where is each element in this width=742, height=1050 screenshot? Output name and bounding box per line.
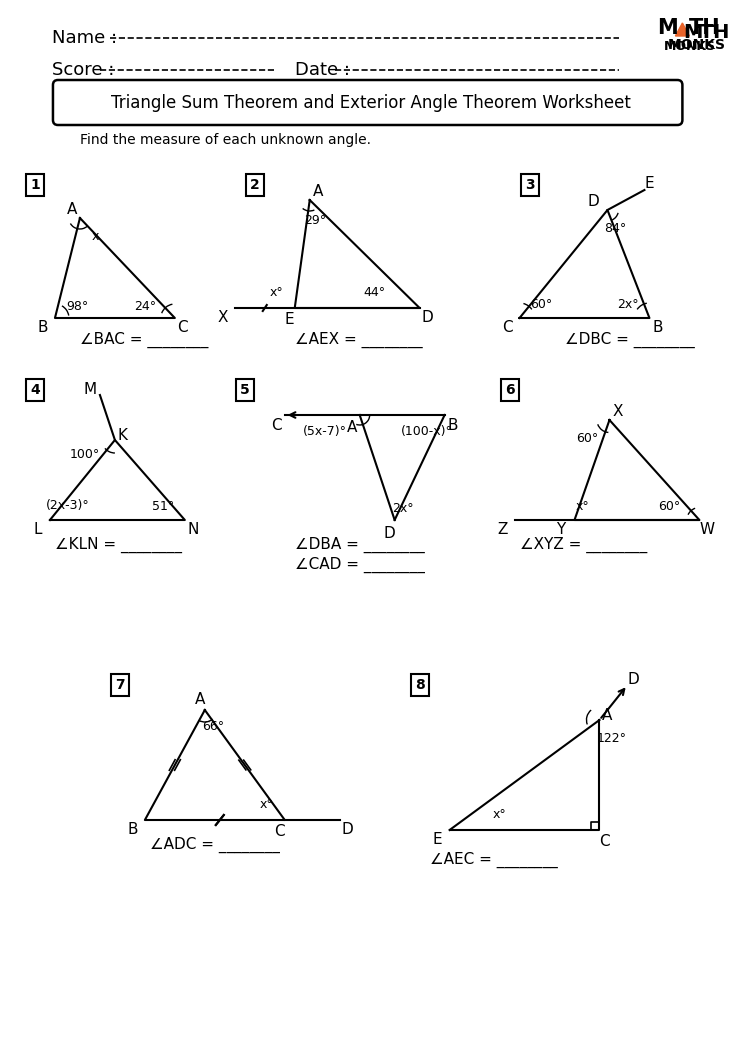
Text: C: C bbox=[272, 418, 282, 433]
Text: 100°: 100° bbox=[70, 447, 100, 461]
Text: 60°: 60° bbox=[658, 500, 680, 512]
Text: x: x bbox=[91, 230, 99, 243]
Text: Date :: Date : bbox=[295, 61, 349, 79]
Text: B: B bbox=[447, 418, 458, 433]
Text: B: B bbox=[652, 320, 663, 336]
Text: D: D bbox=[628, 672, 640, 688]
Text: X: X bbox=[612, 404, 623, 420]
Text: ∠CAD = ________: ∠CAD = ________ bbox=[295, 556, 424, 573]
Text: Score :: Score : bbox=[52, 61, 114, 79]
Text: Y: Y bbox=[556, 523, 565, 538]
Text: M: M bbox=[683, 23, 703, 42]
Text: M: M bbox=[657, 18, 678, 38]
Text: 1: 1 bbox=[30, 178, 40, 192]
Text: N: N bbox=[187, 523, 199, 538]
Text: ∠AEC = ________: ∠AEC = ________ bbox=[430, 852, 557, 868]
Text: Find the measure of each unknown angle.: Find the measure of each unknown angle. bbox=[80, 133, 371, 147]
Text: 4: 4 bbox=[30, 383, 40, 397]
Text: ∠DBA = ________: ∠DBA = ________ bbox=[295, 537, 424, 553]
Text: ∠BAC = ________: ∠BAC = ________ bbox=[80, 332, 209, 349]
Text: A: A bbox=[67, 203, 77, 217]
Text: 51°: 51° bbox=[151, 500, 174, 512]
Text: 29°: 29° bbox=[303, 213, 326, 227]
Text: D: D bbox=[421, 311, 433, 326]
Text: ∠ADC = ________: ∠ADC = ________ bbox=[150, 837, 280, 853]
Text: 66°: 66° bbox=[202, 719, 224, 733]
Text: 60°: 60° bbox=[577, 432, 599, 444]
Text: 122°: 122° bbox=[597, 732, 626, 744]
Text: 8: 8 bbox=[415, 678, 424, 692]
Polygon shape bbox=[684, 22, 704, 38]
Text: TH: TH bbox=[693, 23, 730, 42]
Text: W: W bbox=[700, 523, 715, 538]
Text: 44°: 44° bbox=[364, 287, 386, 299]
Text: A: A bbox=[347, 420, 357, 435]
Text: 2x°: 2x° bbox=[392, 502, 413, 514]
Text: MONKS: MONKS bbox=[667, 38, 726, 52]
Text: x°: x° bbox=[260, 798, 274, 811]
Text: x°: x° bbox=[493, 807, 507, 820]
Text: D: D bbox=[384, 526, 395, 542]
Text: E: E bbox=[285, 313, 295, 328]
FancyBboxPatch shape bbox=[646, 1, 732, 60]
Text: (5x-7)°: (5x-7)° bbox=[303, 424, 347, 438]
Text: ∠KLN = ________: ∠KLN = ________ bbox=[55, 537, 182, 553]
Text: A: A bbox=[603, 708, 613, 722]
Text: Triangle Sum Theorem and Exterior Angle Theorem Worksheet: Triangle Sum Theorem and Exterior Angle … bbox=[111, 94, 631, 112]
Text: MONKS: MONKS bbox=[663, 40, 715, 52]
Text: TH: TH bbox=[689, 18, 720, 38]
Text: D: D bbox=[588, 194, 600, 210]
FancyBboxPatch shape bbox=[53, 80, 683, 125]
Text: B: B bbox=[128, 822, 138, 838]
Text: C: C bbox=[275, 824, 285, 840]
Text: 7: 7 bbox=[115, 678, 125, 692]
Text: Z: Z bbox=[497, 523, 508, 538]
Polygon shape bbox=[675, 23, 689, 36]
Text: 6: 6 bbox=[505, 383, 514, 397]
Text: 24°: 24° bbox=[134, 299, 156, 313]
Text: A: A bbox=[194, 693, 205, 708]
Text: 84°: 84° bbox=[604, 222, 626, 234]
Text: 60°: 60° bbox=[531, 297, 553, 311]
Text: 2x°: 2x° bbox=[617, 297, 638, 311]
Text: K: K bbox=[118, 427, 128, 442]
Text: E: E bbox=[433, 833, 442, 847]
Text: L: L bbox=[33, 523, 42, 538]
Text: B: B bbox=[38, 320, 48, 336]
Text: ∠DBC = ________: ∠DBC = ________ bbox=[565, 332, 695, 349]
Text: ∠AEX = ________: ∠AEX = ________ bbox=[295, 332, 422, 349]
Text: x°: x° bbox=[270, 287, 283, 299]
Text: 98°: 98° bbox=[66, 299, 88, 313]
Text: C: C bbox=[177, 320, 188, 336]
Text: M: M bbox=[83, 382, 96, 398]
Text: 3: 3 bbox=[525, 178, 534, 192]
Text: (100-x)°: (100-x)° bbox=[401, 424, 453, 438]
Polygon shape bbox=[681, 10, 701, 24]
Text: 2: 2 bbox=[250, 178, 260, 192]
Text: 5: 5 bbox=[240, 383, 249, 397]
Text: ∠XYZ = ________: ∠XYZ = ________ bbox=[519, 537, 647, 553]
Text: D: D bbox=[342, 822, 354, 838]
Text: C: C bbox=[599, 835, 610, 849]
Text: (2x-3)°: (2x-3)° bbox=[46, 500, 90, 512]
Text: Name :: Name : bbox=[52, 29, 117, 47]
Text: E: E bbox=[645, 176, 654, 191]
Text: A: A bbox=[312, 185, 323, 200]
Text: C: C bbox=[502, 320, 513, 336]
Text: x°: x° bbox=[576, 500, 589, 512]
Text: X: X bbox=[217, 311, 228, 326]
